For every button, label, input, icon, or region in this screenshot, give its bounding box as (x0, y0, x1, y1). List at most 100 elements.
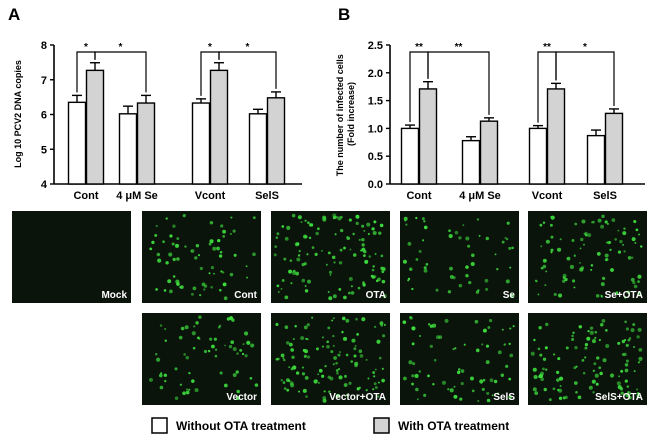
infected-cell (462, 224, 465, 227)
infected-cell (235, 370, 239, 374)
infected-cell (486, 391, 490, 396)
chart-a-significance-label: * (246, 42, 250, 53)
infected-cell (557, 388, 563, 393)
infected-cell (232, 373, 237, 377)
infected-cell (162, 240, 165, 244)
infected-cell (366, 396, 368, 399)
infected-cell (372, 388, 375, 391)
infected-cell (298, 249, 301, 253)
infected-cell (553, 292, 557, 296)
infected-cell (233, 253, 237, 257)
infected-cell (188, 388, 191, 391)
infected-cell (448, 233, 453, 239)
infected-cell (350, 360, 354, 363)
chart-a-significance-bracket (94, 51, 147, 93)
infected-cell (592, 369, 595, 372)
infected-cell (311, 316, 314, 319)
infected-cell (327, 326, 331, 330)
infected-cell (465, 236, 470, 241)
infected-cell (295, 371, 300, 375)
infected-cell (328, 270, 333, 274)
infected-cell (467, 244, 471, 248)
infected-cell (317, 227, 320, 231)
infected-cell (482, 378, 486, 382)
infected-cell (598, 339, 601, 342)
infected-cell (562, 273, 567, 278)
infected-cell (176, 257, 180, 261)
infected-cell (315, 379, 318, 382)
infected-cell (631, 237, 636, 242)
infected-cell (597, 218, 602, 223)
infected-cell (540, 245, 543, 248)
infected-cell (380, 254, 384, 258)
infected-cell (636, 335, 640, 339)
infected-cell (598, 366, 602, 370)
micrograph-tile (400, 211, 519, 303)
infected-cell (377, 277, 381, 282)
infected-cell (336, 371, 339, 375)
infected-cell (332, 213, 337, 218)
chart-a-category-label: 4 μM Se (116, 190, 158, 202)
infected-cell (324, 364, 327, 368)
infected-cell (358, 349, 363, 354)
infected-cell (222, 282, 227, 287)
infected-cell (340, 215, 343, 219)
infected-cell (433, 358, 437, 362)
chart-b-bar (479, 120, 499, 185)
infected-cell (636, 388, 639, 391)
infected-cell (584, 356, 587, 359)
infected-cell (496, 392, 500, 395)
infected-cell (148, 377, 153, 382)
chart-a-bar (85, 69, 105, 185)
infected-cell (414, 373, 419, 378)
infected-cell (601, 319, 606, 323)
infected-cell (545, 239, 550, 244)
infected-cell (609, 248, 612, 251)
infected-cell (156, 252, 161, 257)
infected-cell (361, 247, 366, 252)
infected-cell (321, 345, 324, 348)
infected-cell (185, 355, 190, 360)
infected-cell (418, 370, 421, 373)
infected-cell (160, 372, 163, 375)
infected-cell (288, 366, 291, 369)
infected-cell (350, 291, 355, 295)
infected-cell (151, 240, 155, 245)
infected-cell (232, 346, 237, 352)
infected-cell (376, 339, 381, 344)
infected-cell (578, 325, 583, 329)
infected-cell (575, 365, 578, 368)
infected-cell (291, 213, 296, 218)
infected-cell (591, 379, 596, 384)
legend-swatch-without (151, 417, 168, 434)
infected-cell (421, 217, 425, 221)
infected-cell (345, 353, 349, 357)
infected-cell (586, 336, 591, 341)
chart-b-bar (586, 134, 606, 185)
infected-cell (284, 325, 289, 329)
infected-cell (241, 352, 245, 356)
infected-cell (334, 233, 337, 236)
infected-cell (345, 318, 350, 323)
infected-cell (373, 325, 377, 329)
infected-cell (436, 335, 440, 340)
infected-cell (427, 323, 431, 326)
infected-cell (550, 215, 555, 220)
infected-cell (538, 326, 542, 330)
infected-cell (352, 253, 357, 257)
infected-cell (239, 348, 243, 352)
infected-cell (609, 373, 615, 378)
infected-cell (284, 295, 289, 300)
infected-cell (595, 294, 600, 298)
infected-cell (557, 357, 561, 361)
infected-cell (289, 259, 293, 262)
infected-cell (301, 263, 305, 267)
micrograph-tile (528, 211, 647, 303)
infected-cell (295, 271, 299, 276)
infected-cell (292, 338, 295, 340)
infected-cell (282, 357, 285, 360)
infected-cell (415, 216, 418, 220)
infected-cell (599, 371, 603, 376)
chart-b-category-label: 4 μM Se (459, 190, 501, 202)
infected-cell (562, 396, 566, 400)
